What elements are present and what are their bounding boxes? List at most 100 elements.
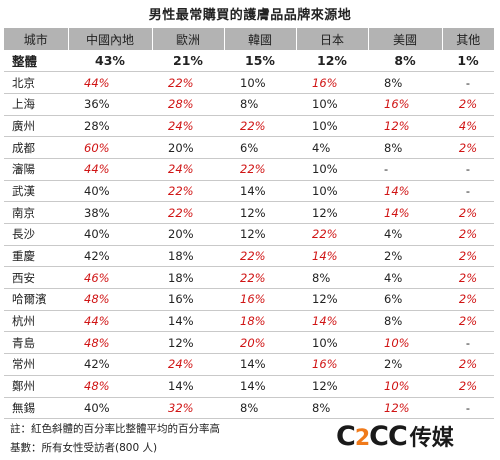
- city-name: 瀋陽: [4, 158, 68, 181]
- city-name: 杭州: [4, 310, 68, 333]
- header-japan: 日本: [296, 28, 369, 50]
- share-cell: 22%: [224, 158, 296, 181]
- share-cell: 12%: [296, 201, 368, 224]
- table-row: 常州 42% 24% 14% 16% 2% 2%: [4, 353, 494, 376]
- logo-mark: C2CC: [336, 420, 408, 452]
- share-cell: 42%: [68, 353, 152, 376]
- share-cell: 14%: [296, 245, 368, 268]
- share-cell: 12%: [224, 223, 296, 246]
- share-cell: 60%: [68, 136, 152, 159]
- share-cell: 18%: [152, 245, 224, 268]
- share-cell: 12%: [296, 288, 368, 311]
- share-cell: 24%: [152, 158, 224, 181]
- share-cell: 20%: [152, 136, 224, 159]
- share-cell: 10%: [296, 331, 368, 355]
- share-cell: 24%: [152, 353, 224, 376]
- share-cell: -: [442, 158, 494, 181]
- header-usa: 美國: [368, 28, 443, 50]
- header-city: 城市: [4, 28, 69, 50]
- city-name: 青島: [4, 331, 68, 355]
- share-cell: 42%: [68, 245, 152, 268]
- share-cell: 46%: [68, 266, 152, 290]
- share-cell: 14%: [296, 310, 368, 333]
- share-cell: 40%: [68, 223, 152, 246]
- share-cell: 2%: [442, 245, 494, 268]
- brand-origin-table: 城市 中國內地 歐洲 韓國 日本 美國 其他 整體 43% 21% 15% 12…: [4, 28, 494, 420]
- header-mainland-china: 中國內地: [68, 28, 153, 50]
- table-row: 南京 38% 22% 12% 12% 14% 2%: [4, 201, 494, 224]
- share-cell: 8%: [368, 71, 442, 94]
- share-cell: 12%: [224, 201, 296, 224]
- logo-text: 传媒: [409, 426, 454, 451]
- share-cell: 16%: [296, 353, 368, 376]
- total-cell: 8%: [368, 50, 442, 73]
- share-cell: 4%: [442, 115, 494, 138]
- share-cell: 8%: [368, 136, 442, 159]
- city-name: 鄭州: [4, 375, 68, 398]
- share-cell: 22%: [224, 266, 296, 290]
- share-cell: 48%: [68, 288, 152, 311]
- share-cell: 22%: [224, 115, 296, 138]
- share-cell: 2%: [368, 353, 442, 376]
- city-name: 武漢: [4, 180, 68, 203]
- share-cell: 10%: [296, 180, 368, 203]
- share-cell: 16%: [224, 288, 296, 311]
- share-cell: 10%: [368, 331, 442, 355]
- share-cell: 22%: [224, 245, 296, 268]
- share-cell: 12%: [368, 397, 442, 420]
- share-cell: 20%: [224, 331, 296, 355]
- share-cell: 8%: [368, 310, 442, 333]
- table-row: 廣州 28% 24% 22% 10% 12% 4%: [4, 115, 494, 138]
- table-row: 北京 44% 22% 10% 16% 8% -: [4, 71, 494, 94]
- c2cc-logo: C2CC 传媒: [336, 420, 454, 452]
- share-cell: 28%: [68, 115, 152, 138]
- table-row: 西安 46% 18% 22% 8% 4% 2%: [4, 266, 494, 290]
- total-cell: 1%: [442, 50, 494, 73]
- share-cell: 44%: [68, 71, 152, 94]
- city-name: 上海: [4, 93, 68, 116]
- city-name: 北京: [4, 71, 68, 94]
- share-cell: 4%: [368, 266, 442, 290]
- table-row: 武漢 40% 22% 14% 10% 14% -: [4, 180, 494, 203]
- share-cell: 14%: [224, 180, 296, 203]
- share-cell: -: [368, 158, 442, 181]
- city-name: 無錫: [4, 397, 68, 420]
- share-cell: 12%: [296, 375, 368, 398]
- table-row: 長沙 40% 20% 12% 22% 4% 2%: [4, 223, 494, 246]
- total-cell: 15%: [224, 50, 296, 73]
- share-cell: 40%: [68, 397, 152, 420]
- share-cell: 20%: [152, 223, 224, 246]
- city-name: 常州: [4, 353, 68, 376]
- share-cell: 10%: [224, 71, 296, 94]
- share-cell: 22%: [152, 71, 224, 94]
- share-cell: 10%: [296, 93, 368, 116]
- city-name: 重慶: [4, 245, 68, 268]
- share-cell: 12%: [368, 115, 442, 138]
- header-other: 其他: [442, 28, 494, 50]
- table-title: 男性最常購買的護膚品品牌來源地: [148, 8, 352, 23]
- share-cell: 4%: [368, 223, 442, 246]
- city-name: 哈爾濱: [4, 288, 68, 311]
- share-cell: 10%: [296, 115, 368, 138]
- share-cell: 16%: [368, 93, 442, 116]
- share-cell: 44%: [68, 158, 152, 181]
- header-europe: 歐洲: [152, 28, 225, 50]
- table-row: 成都 60% 20% 6% 4% 8% 2%: [4, 136, 494, 159]
- share-cell: 22%: [296, 223, 368, 246]
- share-cell: 2%: [442, 353, 494, 376]
- total-cell: 12%: [296, 50, 368, 73]
- city-name: 南京: [4, 201, 68, 224]
- share-cell: 10%: [296, 158, 368, 181]
- share-cell: 14%: [152, 375, 224, 398]
- total-label: 整體: [4, 50, 68, 73]
- share-cell: 2%: [442, 201, 494, 224]
- share-cell: -: [442, 331, 494, 355]
- share-cell: 2%: [442, 93, 494, 116]
- total-cell: 43%: [68, 50, 152, 73]
- share-cell: 8%: [224, 93, 296, 116]
- share-cell: 6%: [224, 136, 296, 159]
- share-cell: -: [442, 180, 494, 203]
- sample-base-note: 基數：所有女性受訪者(800 人): [10, 442, 158, 454]
- share-cell: 2%: [442, 266, 494, 290]
- total-row: 整體 43% 21% 15% 12% 8% 1%: [4, 50, 494, 73]
